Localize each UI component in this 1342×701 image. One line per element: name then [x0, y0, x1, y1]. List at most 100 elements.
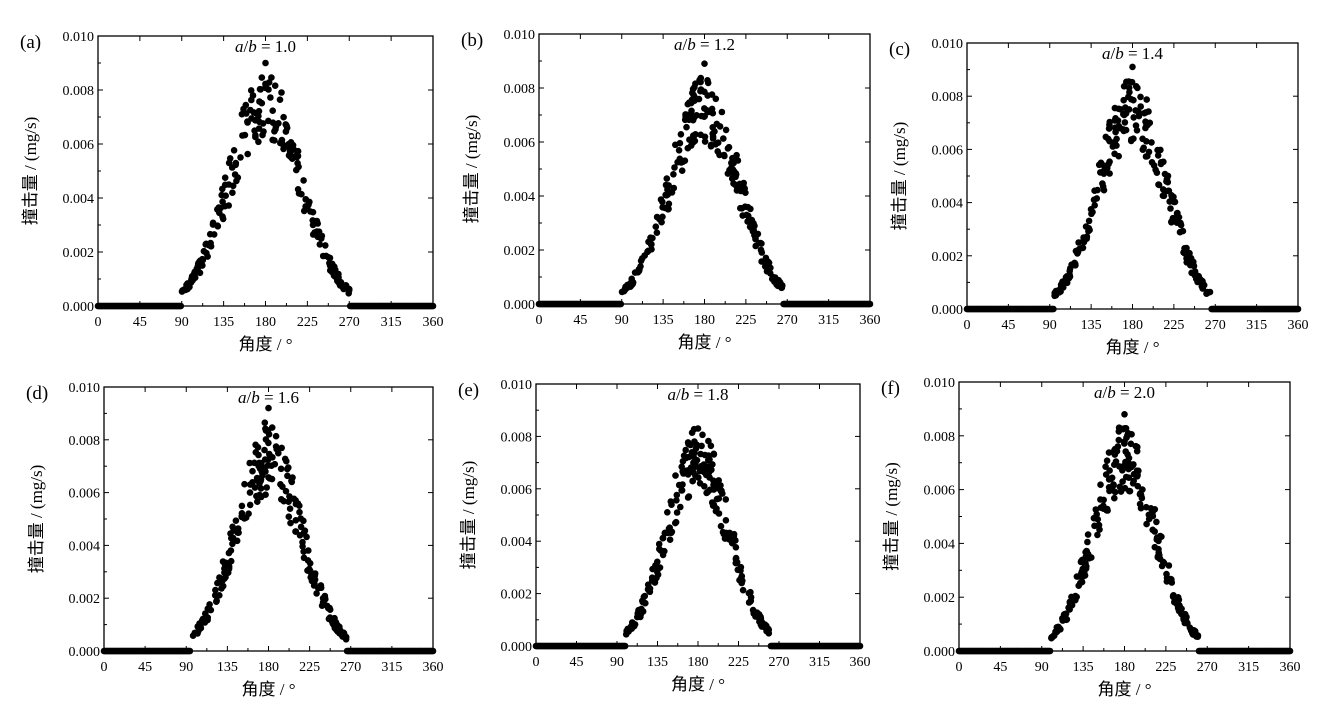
y-tick-label: 0.000: [501, 640, 533, 655]
y-tick-label: 0.000: [932, 303, 964, 318]
data-point: [277, 139, 284, 147]
data-point: [231, 171, 239, 178]
data-point: [214, 579, 221, 587]
data-point: [621, 642, 629, 650]
x-tick-label: 315: [818, 313, 839, 328]
data-point: [706, 474, 713, 481]
data-point: [1132, 83, 1140, 90]
y-tick-label: 0.000: [63, 300, 95, 315]
x-tick-label: 45: [1001, 318, 1015, 333]
y-axis-title: 撞击量 / (mg/s): [882, 462, 901, 571]
data-point: [722, 126, 730, 134]
data-point: [288, 477, 295, 485]
data-point: [246, 489, 254, 496]
data-point: [184, 280, 191, 287]
data-point: [1090, 196, 1098, 204]
data-point: [249, 467, 256, 475]
data-point: [1083, 235, 1090, 242]
data-point: [247, 87, 255, 94]
data-point: [1155, 545, 1162, 553]
data-point: [717, 522, 725, 530]
data-point: [664, 509, 671, 516]
x-tick-label: 180: [255, 315, 276, 330]
x-tick-label: 0: [956, 660, 963, 675]
data-point: [1119, 478, 1126, 485]
scatter-series: [535, 60, 874, 308]
data-point: [1160, 559, 1168, 567]
x-tick-label: 90: [1035, 660, 1049, 675]
y-axis-title: 撞击量 / (mg/s): [890, 122, 909, 231]
data-point: [1170, 198, 1177, 205]
data-point: [641, 592, 649, 600]
x-tick-label: 45: [573, 313, 587, 328]
data-point: [1176, 228, 1184, 236]
x-tick-label: 180: [694, 313, 715, 328]
x-tick-label: 45: [138, 660, 152, 675]
data-point: [749, 606, 757, 614]
data-point: [672, 472, 679, 479]
plot-frame: [538, 33, 871, 305]
data-point: [1163, 570, 1170, 578]
x-tick-label: 180: [1114, 660, 1135, 675]
data-point: [683, 123, 690, 131]
data-point: [1115, 436, 1123, 444]
data-point: [318, 602, 326, 609]
data-point: [1135, 467, 1142, 475]
data-point: [252, 131, 259, 139]
data-point: [269, 107, 277, 114]
data-point: [1122, 473, 1130, 481]
data-point: [709, 133, 717, 140]
data-point: [205, 242, 213, 249]
data-point: [1111, 117, 1119, 124]
data-point: [685, 493, 693, 500]
data-point: [687, 452, 695, 460]
data-point: [1142, 503, 1150, 511]
data-point: [1135, 112, 1143, 120]
data-point: [709, 502, 717, 510]
data-point: [278, 444, 286, 452]
x-tick-label: 270: [777, 313, 798, 328]
data-point: [1052, 292, 1060, 299]
data-point: [1122, 126, 1130, 134]
data-point: [668, 189, 676, 196]
data-point: [1066, 273, 1074, 280]
data-point: [1066, 267, 1073, 275]
data-point: [1079, 244, 1086, 252]
data-point: [226, 155, 234, 162]
data-point: [1065, 604, 1072, 611]
data-point: [708, 466, 715, 474]
data-point: [334, 277, 341, 285]
data-point: [1117, 125, 1124, 132]
data-point: [293, 152, 301, 159]
data-point: [1126, 487, 1133, 495]
data-point: [675, 147, 683, 154]
data-point: [1175, 596, 1183, 604]
x-tick-label: 45: [133, 315, 147, 330]
data-point: [649, 234, 656, 242]
data-point: [1155, 181, 1162, 188]
data-point: [1195, 272, 1202, 280]
data-point: [719, 528, 727, 536]
data-point: [1116, 483, 1124, 491]
data-point: [679, 468, 686, 475]
data-point: [730, 159, 737, 167]
x-tick-label: 135: [1081, 318, 1102, 333]
data-point: [218, 191, 225, 199]
chart-panel-e: 0 45 90 135 180 225 270 315 360 0.000 0.002 0.004 0.…: [458, 378, 871, 694]
data-point: [319, 252, 327, 260]
data-point: [1160, 158, 1167, 166]
data-point: [1077, 579, 1084, 587]
data-point: [1057, 288, 1064, 295]
data-point: [1133, 473, 1141, 480]
data-point: [657, 196, 665, 203]
data-point: [653, 213, 661, 221]
data-point: [1090, 514, 1098, 522]
data-point: [203, 249, 210, 257]
data-point: [1091, 187, 1098, 194]
data-point: [262, 425, 269, 433]
panel-title: a/b = 1.0: [235, 37, 296, 56]
data-point: [1117, 425, 1125, 432]
data-point: [1130, 96, 1137, 104]
data-point: [1182, 245, 1190, 252]
